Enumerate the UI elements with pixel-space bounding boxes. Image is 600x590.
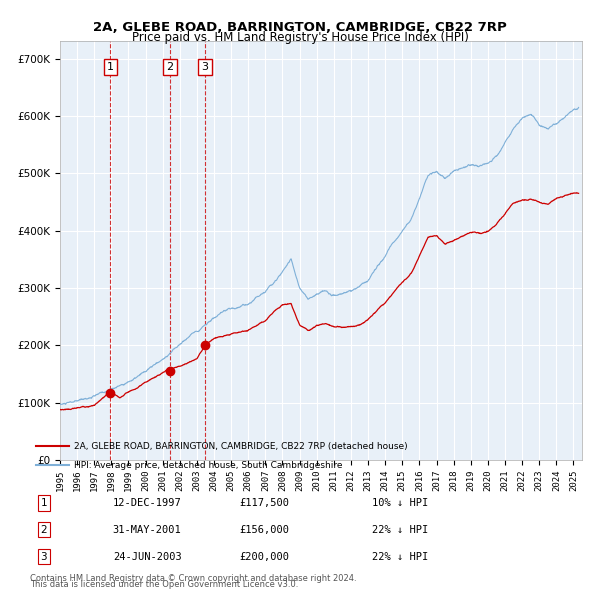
Text: 1: 1 [107, 62, 114, 72]
Text: Contains HM Land Registry data © Crown copyright and database right 2024.: Contains HM Land Registry data © Crown c… [30, 574, 356, 583]
Text: 2A, GLEBE ROAD, BARRINGTON, CAMBRIDGE, CB22 7RP (detached house): 2A, GLEBE ROAD, BARRINGTON, CAMBRIDGE, C… [74, 442, 408, 451]
Text: HPI: Average price, detached house, South Cambridgeshire: HPI: Average price, detached house, Sout… [74, 461, 343, 470]
Text: £117,500: £117,500 [240, 498, 290, 508]
Text: 22% ↓ HPI: 22% ↓ HPI [372, 525, 428, 535]
Text: 2: 2 [40, 525, 47, 535]
Text: Price paid vs. HM Land Registry's House Price Index (HPI): Price paid vs. HM Land Registry's House … [131, 31, 469, 44]
Text: 31-MAY-2001: 31-MAY-2001 [113, 525, 182, 535]
Text: 1: 1 [40, 498, 47, 508]
Text: 2A, GLEBE ROAD, BARRINGTON, CAMBRIDGE, CB22 7RP: 2A, GLEBE ROAD, BARRINGTON, CAMBRIDGE, C… [93, 21, 507, 34]
Text: 24-JUN-2003: 24-JUN-2003 [113, 552, 182, 562]
Text: £200,000: £200,000 [240, 552, 290, 562]
Text: £156,000: £156,000 [240, 525, 290, 535]
Text: 3: 3 [202, 62, 209, 72]
Text: 22% ↓ HPI: 22% ↓ HPI [372, 552, 428, 562]
Text: 2: 2 [166, 62, 173, 72]
Text: 10% ↓ HPI: 10% ↓ HPI [372, 498, 428, 508]
Text: 12-DEC-1997: 12-DEC-1997 [113, 498, 182, 508]
Text: This data is licensed under the Open Government Licence v3.0.: This data is licensed under the Open Gov… [30, 580, 298, 589]
Text: 3: 3 [40, 552, 47, 562]
